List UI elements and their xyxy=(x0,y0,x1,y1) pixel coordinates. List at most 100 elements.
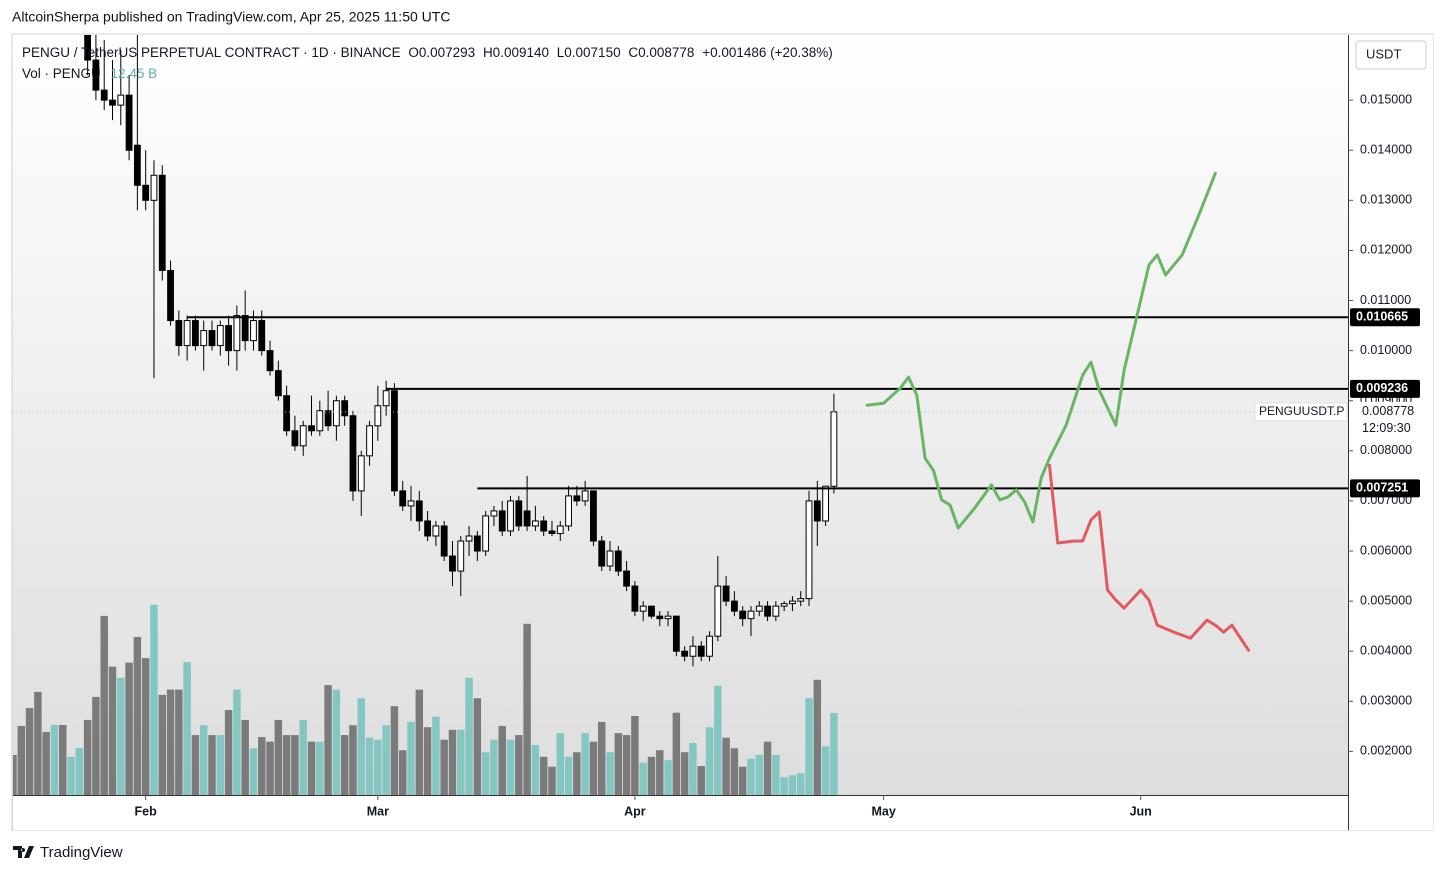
volume-bar xyxy=(680,752,689,795)
volume-bar xyxy=(241,719,249,795)
volume-bar xyxy=(266,741,274,795)
volume-bar xyxy=(631,716,639,795)
currency-label[interactable]: USDT xyxy=(1366,46,1401,61)
published-line: AltcoinSherpa published on TradingView.c… xyxy=(12,9,450,25)
volume-bar xyxy=(274,719,283,795)
volume-bar xyxy=(141,658,150,795)
volume-bar xyxy=(473,698,482,795)
readout-high: H0.009140 xyxy=(483,45,549,60)
candle-body xyxy=(316,410,324,432)
volume-bar xyxy=(249,748,258,795)
level-label-box xyxy=(1350,479,1420,498)
instrument-label: PENGUUSDT.P xyxy=(1259,404,1344,418)
candle-body xyxy=(722,585,730,602)
volume-bar xyxy=(589,741,598,795)
volume-bar xyxy=(564,756,573,795)
volume-bar xyxy=(307,741,316,795)
volume-bar xyxy=(788,775,797,795)
volume-bar xyxy=(457,729,465,795)
volume-bar xyxy=(34,691,42,795)
volume-bar xyxy=(423,727,432,795)
level-label-box xyxy=(1350,379,1420,398)
brand-logo xyxy=(13,846,34,858)
level-label-box xyxy=(1350,308,1420,327)
volume-bar xyxy=(316,741,324,795)
level-label: 0.007251 xyxy=(1356,481,1408,495)
volume-bar xyxy=(548,766,556,795)
volume-bar xyxy=(539,756,548,795)
symbol-legend: PENGU / TetherUS PERPETUAL CONTRACT · 1D… xyxy=(22,45,833,60)
currency-button[interactable] xyxy=(1355,40,1427,70)
volume-bar xyxy=(830,713,838,795)
volume-bar xyxy=(730,748,739,795)
volume-bar xyxy=(531,744,540,795)
candle-body xyxy=(308,425,315,432)
candle-body xyxy=(664,615,672,620)
volume-readout: 12.45 B xyxy=(111,66,158,81)
candle-body xyxy=(274,370,282,397)
candle-body xyxy=(797,598,805,602)
volume-bar xyxy=(498,725,506,795)
last-price-box xyxy=(1352,401,1422,438)
time-axis-panel xyxy=(13,796,1348,830)
volume-bar xyxy=(772,754,780,795)
volume-bar xyxy=(722,737,730,795)
y-tick-label: 0.002000 xyxy=(1360,744,1412,758)
candle-body xyxy=(183,320,191,347)
countdown-label: 12:09:30 xyxy=(1362,421,1411,435)
candle-body xyxy=(681,650,689,657)
candle-body xyxy=(283,395,291,432)
candle-body xyxy=(747,610,755,620)
candle-body xyxy=(482,515,490,552)
volume-bar xyxy=(465,677,473,795)
volume-bar xyxy=(357,698,365,795)
candle-body xyxy=(208,330,216,347)
candle-body xyxy=(424,520,431,537)
last-price-label: 0.008778 xyxy=(1362,404,1414,418)
candle-body xyxy=(125,94,133,151)
y-tick-label: 0.006000 xyxy=(1360,543,1412,557)
candle-body xyxy=(457,540,465,572)
candle-body xyxy=(780,603,788,607)
chart-frame xyxy=(11,33,1434,831)
candle-body xyxy=(366,425,373,457)
volume-bar xyxy=(83,719,92,795)
volume-bar xyxy=(440,739,448,795)
overlay: 0.002000 0.003000 0.004000 0.005000 0.006000… xyxy=(135,92,1422,818)
candle-body xyxy=(332,400,340,427)
candle-body xyxy=(515,500,523,527)
candle-body xyxy=(672,615,680,652)
volume-bar xyxy=(705,727,714,795)
volume-bar xyxy=(515,735,523,795)
volume-bar xyxy=(622,735,631,795)
y-tick-label: 0.015000 xyxy=(1360,92,1412,106)
volume-bar xyxy=(432,716,440,795)
y-tick-label: 0.004000 xyxy=(1360,644,1412,658)
candle-body xyxy=(92,59,100,91)
volume-bar xyxy=(233,689,241,795)
volume-bar xyxy=(490,739,498,795)
volume-bar xyxy=(813,679,822,795)
candle-body xyxy=(772,605,780,617)
candle-body xyxy=(714,585,722,637)
candle-body xyxy=(357,455,365,492)
y-tick-label: 0.010000 xyxy=(1360,343,1412,357)
volume-bar xyxy=(647,756,656,795)
volume-bar xyxy=(821,746,830,795)
volume-bar xyxy=(199,725,208,795)
readout-open: O0.007293 xyxy=(408,45,475,60)
volume-bar xyxy=(805,698,813,795)
volume-bar xyxy=(556,733,564,795)
candle-body xyxy=(822,485,830,522)
candle-body xyxy=(84,35,92,61)
candle-body xyxy=(382,390,390,407)
candle-body xyxy=(407,500,415,507)
candle-body xyxy=(266,350,274,372)
volume-bar xyxy=(92,696,100,795)
volume-bar xyxy=(382,725,390,795)
candle-body xyxy=(590,490,597,542)
candle-body xyxy=(258,320,266,352)
projection-path xyxy=(865,171,1217,530)
